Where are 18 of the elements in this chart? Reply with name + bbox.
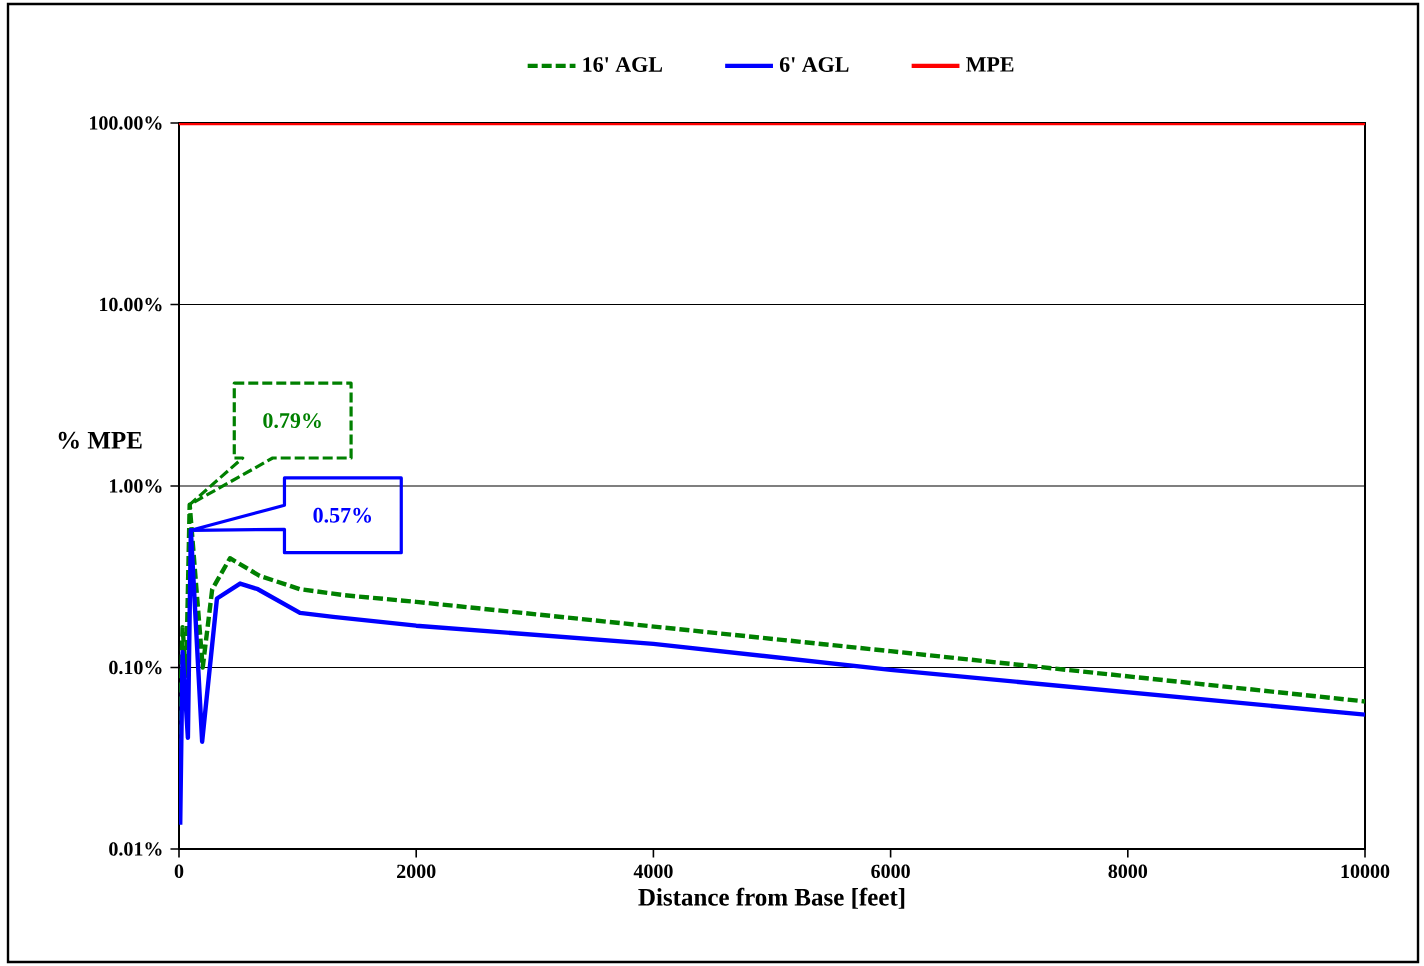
y-tick-label: 1.00% bbox=[110, 479, 162, 493]
x-tick-label: 8000 bbox=[1108, 864, 1148, 879]
y-tick-label: 10.00% bbox=[100, 297, 162, 312]
x-tick-label: 4000 bbox=[633, 864, 673, 879]
annotation: 0.57% bbox=[313, 507, 372, 523]
legend-label: 16' AGL bbox=[583, 57, 663, 72]
legend-label: MPE bbox=[966, 57, 1014, 72]
x-tick-label: 10000 bbox=[1341, 864, 1390, 879]
y-tick-label: 0.10% bbox=[109, 660, 162, 675]
y-tick-label: 0.01% bbox=[109, 842, 162, 856]
annotation: 0.79% bbox=[263, 413, 321, 429]
x-axis-title: Distance from Base [feet] bbox=[638, 887, 905, 909]
x-tick-label: 6000 bbox=[871, 864, 910, 879]
y-axis-title: % MPE bbox=[58, 431, 142, 449]
x-tick-label: 0 bbox=[174, 864, 184, 879]
legend-label: 6' AGL bbox=[779, 57, 849, 72]
x-tick-label: 2000 bbox=[397, 864, 436, 879]
y-tick-label: 100.00% bbox=[90, 116, 162, 130]
